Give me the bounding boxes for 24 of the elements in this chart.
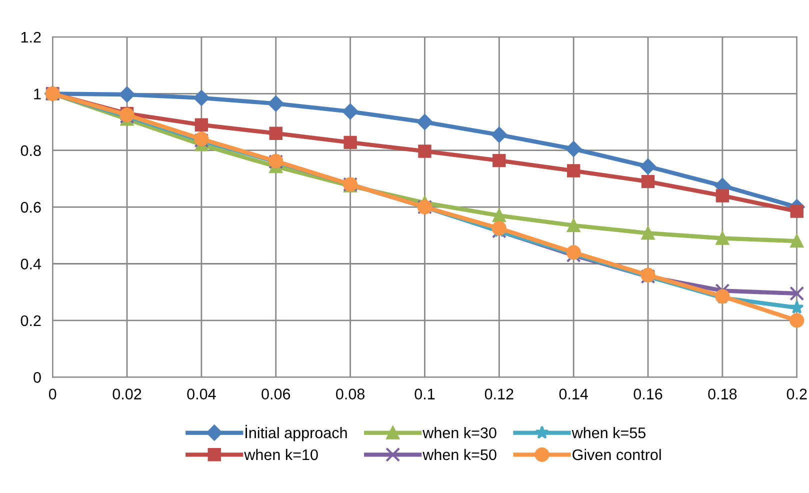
x-tick-label: 0.04 — [187, 388, 216, 400]
x-tick-label: 0.08 — [336, 388, 364, 400]
x-tick-label: 0.18 — [708, 388, 737, 400]
x-tick-label: 0.2 — [786, 388, 807, 400]
x-tick-label: 0.14 — [559, 388, 588, 400]
x-tick-label: 0.12 — [484, 388, 514, 400]
legend-label: when k=55 — [572, 427, 646, 438]
y-tick-label: 0.8 — [20, 145, 41, 156]
y-tick-label: 1 — [34, 88, 41, 100]
legend-label: when k=50 — [422, 448, 496, 460]
y-tick-label: 1.2 — [21, 32, 41, 43]
x-tick-label: 0.16 — [634, 388, 662, 400]
x-tick-label: 0 — [48, 388, 56, 400]
y-tick-label: 0 — [34, 372, 41, 383]
y-tick-label: 0.2 — [20, 315, 41, 326]
x-tick-label: 0.06 — [262, 388, 290, 400]
y-tick-label: 0.4 — [20, 258, 42, 270]
x-tick-label: 0.02 — [112, 388, 142, 400]
y-tick-label: 0.6 — [20, 202, 41, 213]
legend-label: when k=30 — [422, 427, 496, 438]
legend-label: İnitial approach — [246, 424, 347, 442]
legend-label: Given control — [572, 448, 661, 460]
x-tick-label: 0.1 — [414, 388, 435, 400]
legend-label: when k=10 — [244, 448, 318, 460]
